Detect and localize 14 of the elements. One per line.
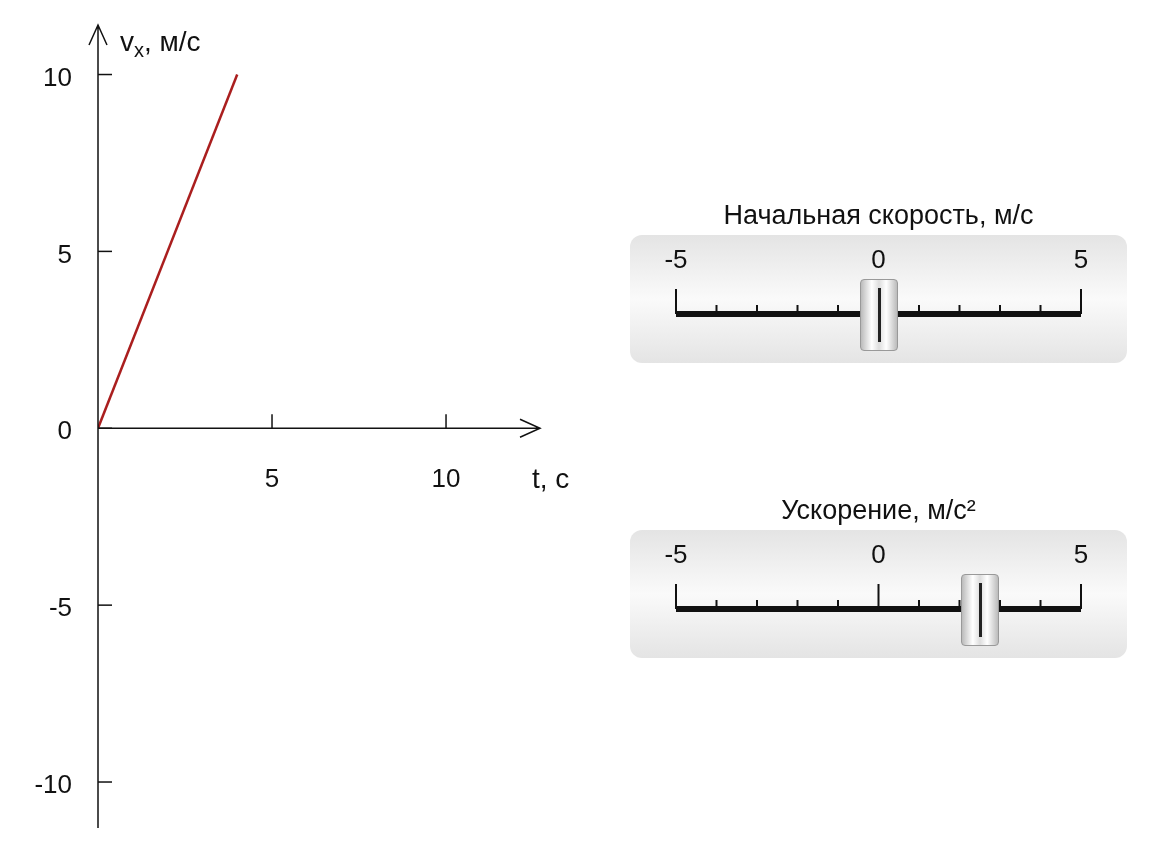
text: 5 [1073, 244, 1089, 275]
text: -5 [664, 244, 688, 275]
y-tick-label: 10 [43, 61, 72, 92]
text: -5 [664, 539, 688, 570]
y-tick-label: -5 [48, 592, 72, 623]
text: 5 [1073, 539, 1089, 570]
text: Ускорение, м/с² [780, 494, 977, 527]
x-axis-title: t, с [532, 462, 570, 494]
y-tick-label: 5 [57, 238, 72, 269]
text: Начальная скорость, м/с [722, 199, 1035, 232]
y-tick-label: -10 [34, 769, 72, 800]
text: 0 [871, 539, 886, 570]
text: 0 [871, 244, 886, 275]
y-tick-label: 0 [57, 415, 72, 446]
